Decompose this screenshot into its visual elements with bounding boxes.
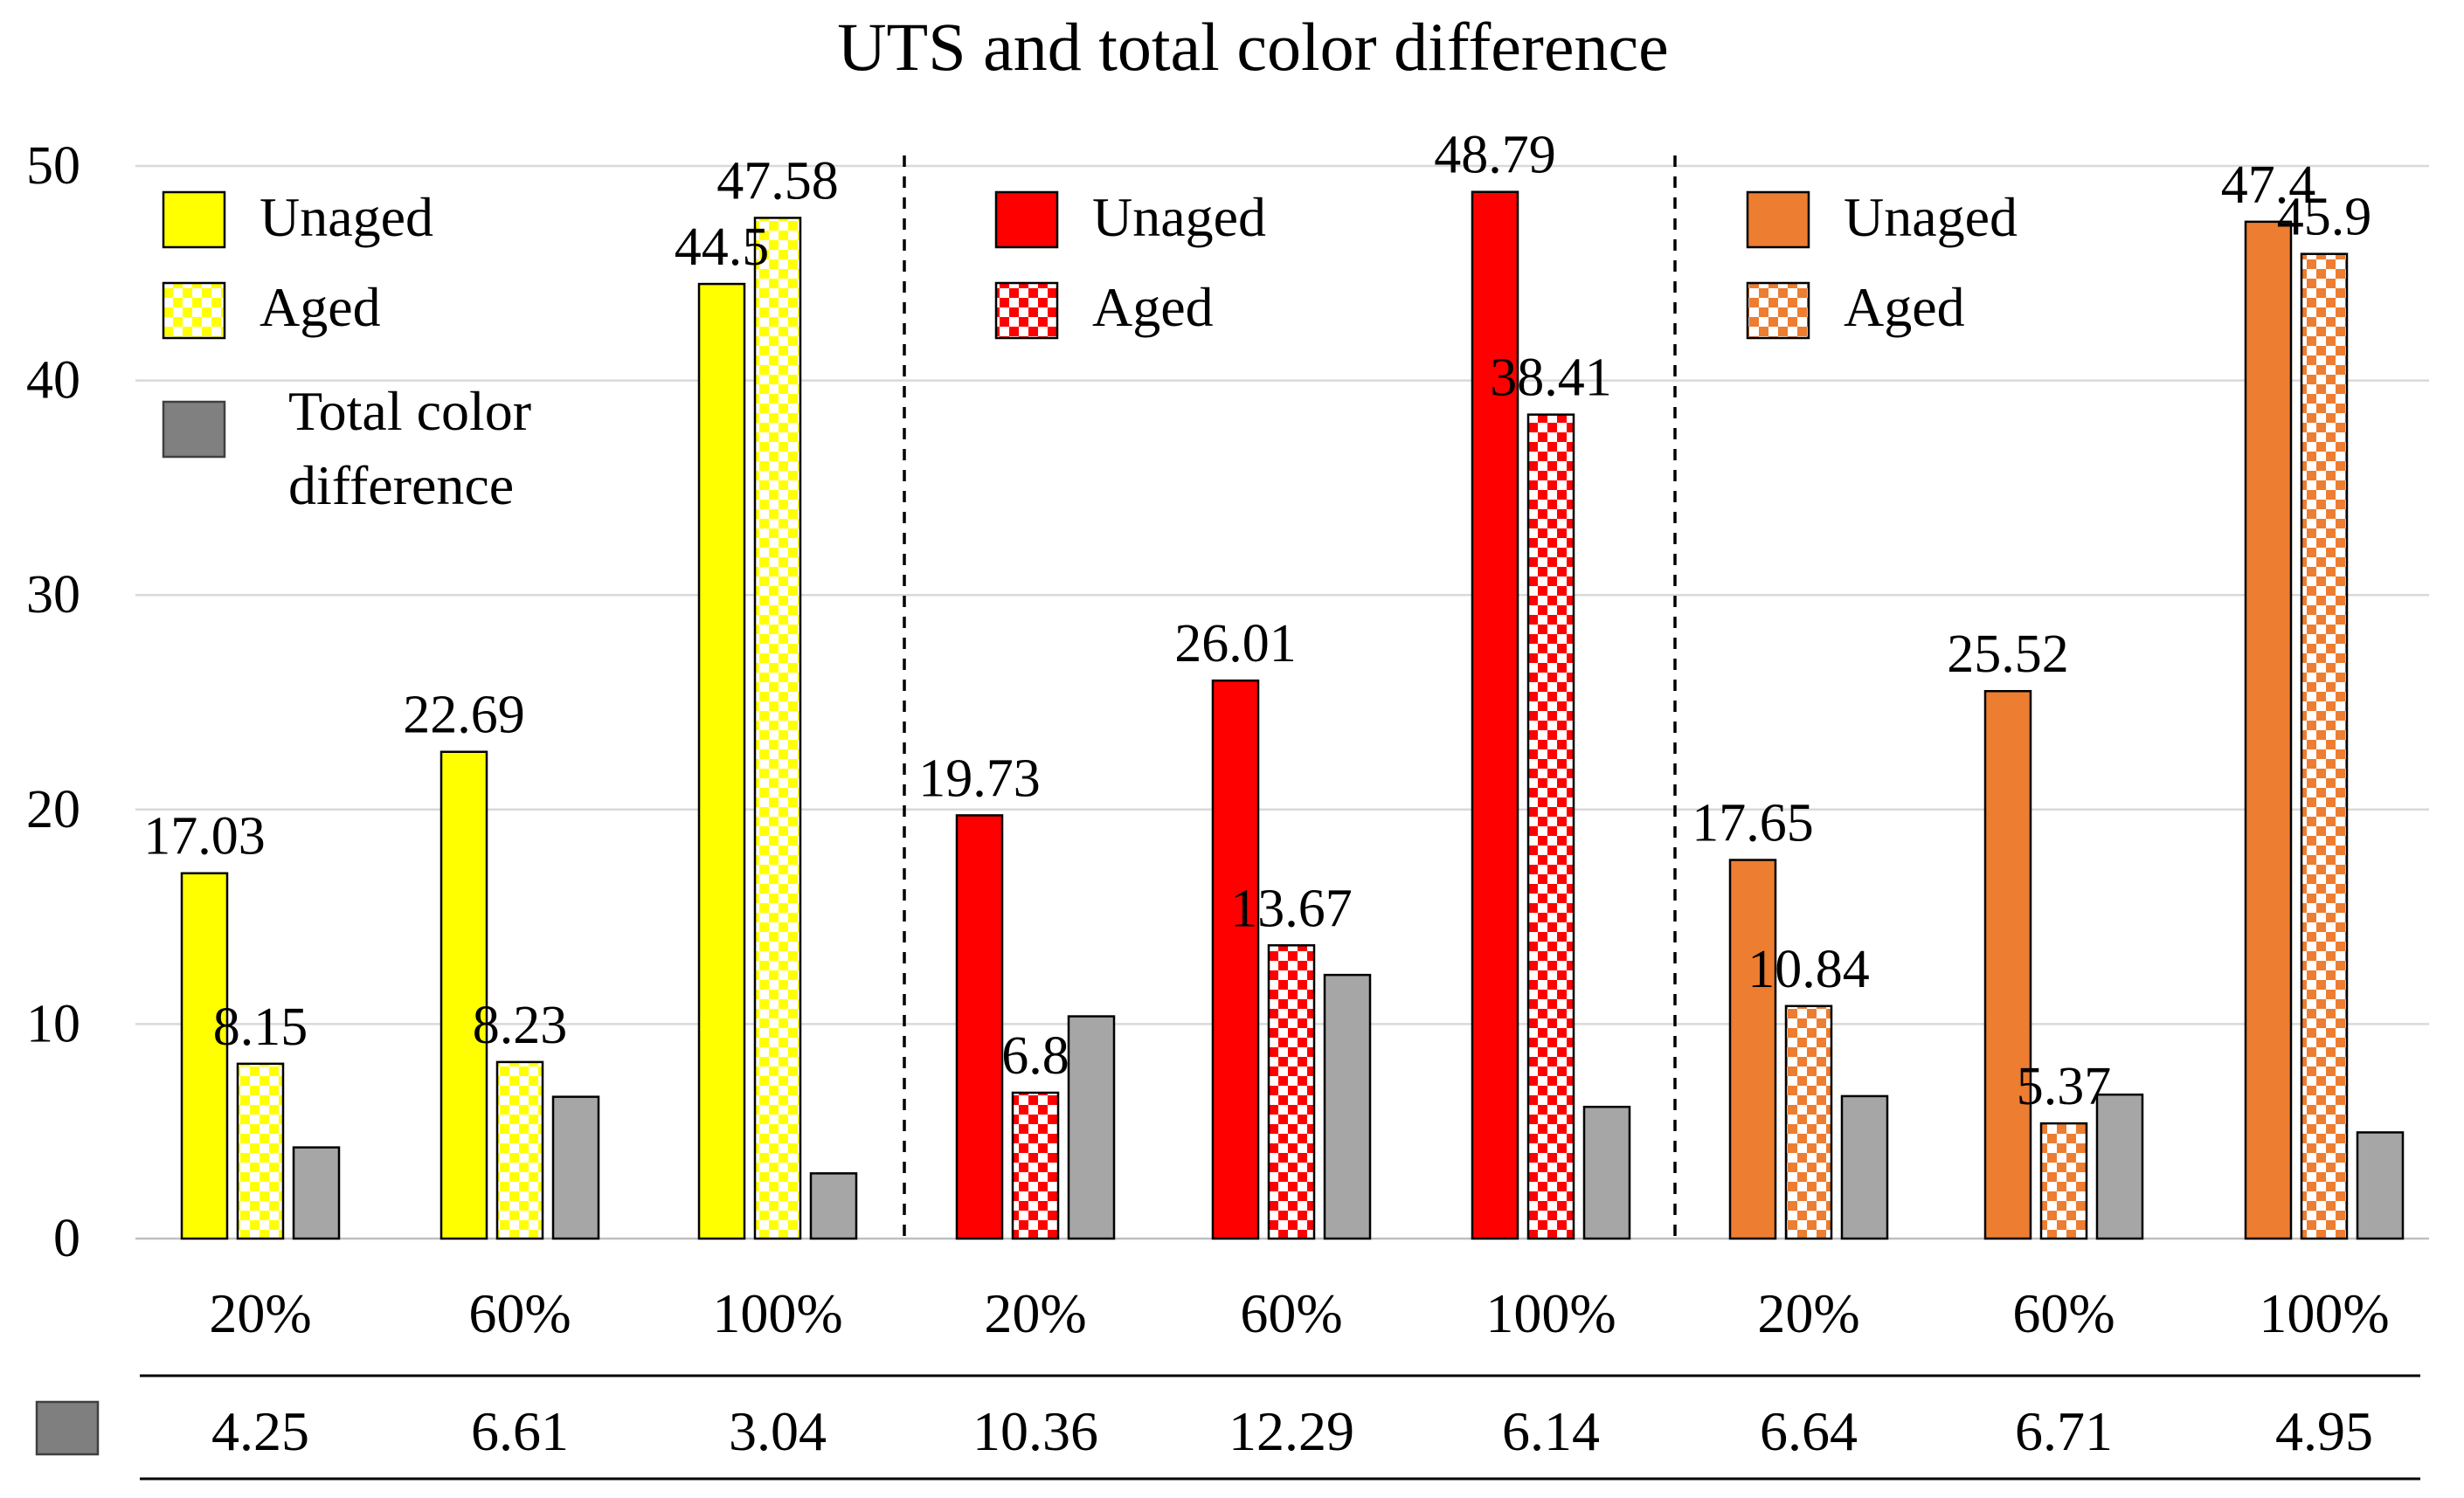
legend-label-unaged: Unaged [260,186,433,248]
bar-total-color-difference [1840,1094,1889,1240]
legend-label-unaged: Unaged [1092,186,1266,248]
table-value: 6.14 [1502,1400,1600,1462]
group-separators [903,155,1677,1239]
table-value: 6.61 [471,1400,569,1462]
category-labels: 20% 60% 100% 20% 60% 100% 20% 60% 100% [209,1282,2389,1344]
data-label: 6.8 [1001,1026,1069,1086]
total-color-difference-table: 4.25 6.61 3.04 10.36 12.29 6.14 6.64 6.71 4.95 [35,1374,2420,1481]
data-label: 48.79 [1434,126,1556,185]
bar-aged [753,217,802,1240]
data-label: 25.52 [1947,625,2069,684]
data-label: 19.73 [918,749,1041,808]
legend-label-total-color-line2: difference [288,454,514,516]
table-value: 6.64 [1760,1400,1858,1462]
data-label: 47.58 [716,151,839,211]
data-label: 8.23 [473,996,568,1055]
y-tick-label: 30 [26,565,80,625]
legend-swatch-aged [1746,281,1810,340]
bar-unaged [1471,190,1519,1240]
data-label: 44.5 [675,217,770,277]
category-label: 100% [712,1282,842,1344]
bar-total-color-difference [809,1172,858,1240]
data-label: 45.9 [2277,188,2372,247]
data-label: 17.65 [1692,794,1814,853]
data-labels: 17.03 8.15 22.69 8.23 44.547.58 19.73 6.8 26.01… [143,126,2371,1116]
data-label: 8.15 [213,998,308,1057]
data-label: 5.37 [2017,1057,2112,1116]
y-tick-label: 40 [26,351,80,411]
category-label: 60% [2012,1282,2114,1344]
bar-unaged [1983,689,2032,1240]
table-swatch-total-color-difference [35,1400,100,1456]
category-label: 20% [209,1282,311,1344]
chart-title: UTS and total color difference [837,9,1669,85]
bar-unaged [1211,679,1260,1240]
bar-total-color-difference [292,1146,341,1240]
bar-aged [1267,944,1316,1240]
bar-aged [2300,252,2349,1240]
table-value: 6.71 [2015,1400,2113,1462]
table-value: 10.36 [972,1400,1098,1462]
legend-label-unaged: Unaged [1844,186,2018,248]
legend-swatch-unaged [994,190,1059,249]
bar-total-color-difference [2356,1131,2405,1240]
category-label: 60% [468,1282,571,1344]
legend-label-total-color-line1: Total color [288,380,531,442]
table-value: 4.25 [211,1400,309,1462]
y-tick-label: 50 [26,136,80,196]
y-tick-label: 0 [53,1209,80,1268]
bar-unaged [697,282,746,1240]
category-label: 60% [1240,1282,1342,1344]
legend-label-aged: Aged [1092,276,1214,338]
legend-swatch-unaged [162,190,226,249]
data-label: 13.67 [1230,879,1353,938]
legend-swatch-aged [162,281,226,340]
y-tick-label: 10 [26,994,80,1053]
bar-aged [236,1062,285,1240]
data-label: 17.03 [143,807,266,866]
bar-total-color-difference [2095,1093,2144,1240]
bar-aged [495,1060,544,1240]
table-value: 4.95 [2275,1400,2373,1462]
bar-aged [1011,1091,1060,1240]
bar-unaged [2244,220,2293,1240]
bar-total-color-difference [551,1095,600,1240]
data-label: 47.4 [2221,155,2316,215]
data-label: 26.01 [1174,614,1297,673]
legend: Unaged Aged Unaged Aged Unaged Aged Total colo… [162,186,2018,516]
bar-total-color-difference [1067,1015,1116,1240]
data-label: 38.41 [1490,349,1612,408]
bar-unaged [1728,859,1777,1240]
table-value: 12.29 [1229,1400,1354,1462]
legend-swatch-unaged [1746,190,1810,249]
bar-total-color-difference [1582,1105,1631,1240]
bars [180,190,2405,1240]
category-label: 20% [984,1282,1086,1344]
data-label: 10.84 [1748,940,1870,999]
category-label: 100% [2259,1282,2389,1344]
bar-unaged [440,750,488,1240]
bar-unaged [955,814,1004,1240]
bar-total-color-difference [1323,973,1372,1240]
data-label: 22.69 [403,686,525,745]
y-tick-label: 20 [26,780,80,839]
category-label: 20% [1757,1282,1859,1344]
bar-aged [2039,1122,2088,1240]
table-value: 3.04 [729,1400,827,1462]
bar-aged [1784,1004,1833,1240]
bar-unaged [180,872,229,1240]
category-label: 100% [1485,1282,1616,1344]
legend-label-aged: Aged [1844,276,1965,338]
legend-swatch-total-color-difference [162,400,226,459]
y-axis-ticks: 0 10 20 30 40 50 [26,136,80,1268]
legend-label-aged: Aged [260,276,381,338]
bar-aged [1526,413,1575,1240]
legend-swatch-aged [994,281,1059,340]
